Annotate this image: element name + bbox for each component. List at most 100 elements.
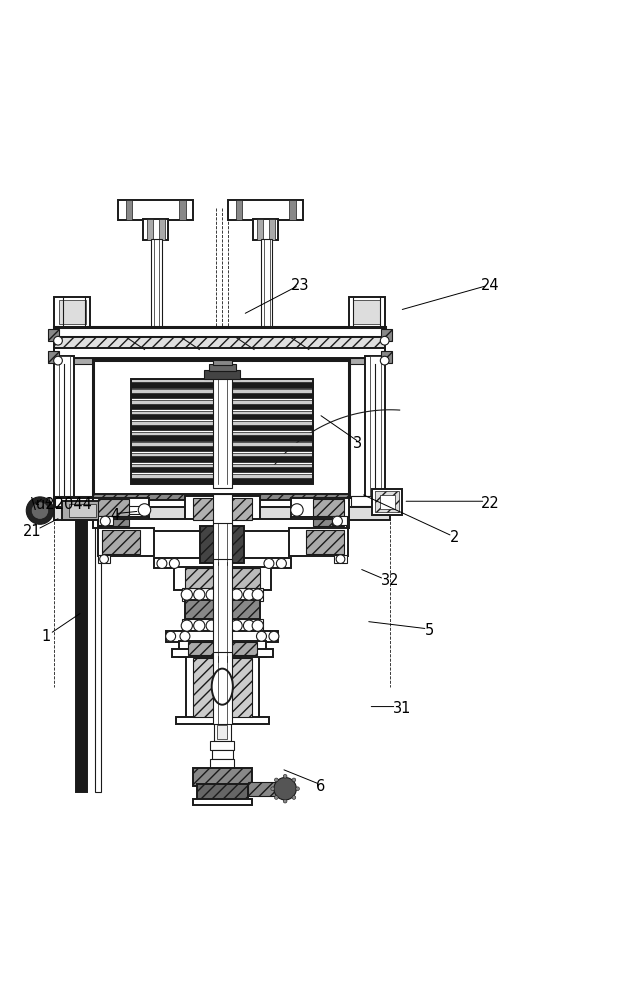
Bar	[65, 327, 82, 348]
Bar	[54, 327, 385, 337]
Bar	[131, 411, 312, 414]
Bar	[131, 464, 312, 467]
Bar	[212, 750, 233, 759]
Text: 32: 32	[381, 573, 399, 588]
Bar	[172, 649, 272, 657]
Text: 6: 6	[316, 779, 325, 794]
Bar	[381, 351, 392, 363]
Bar	[312, 519, 344, 526]
Bar	[131, 389, 312, 393]
Bar	[312, 499, 344, 516]
Bar	[211, 741, 234, 750]
Text: \u22044: \u22044	[31, 497, 92, 512]
Bar	[193, 768, 251, 786]
Bar	[211, 759, 234, 769]
Circle shape	[381, 336, 389, 345]
Text: 24: 24	[481, 278, 499, 293]
Bar	[193, 498, 251, 520]
Bar	[197, 784, 248, 800]
Circle shape	[274, 796, 278, 799]
Bar	[131, 421, 312, 425]
Bar	[131, 393, 312, 398]
Circle shape	[54, 336, 62, 345]
Bar	[289, 528, 348, 556]
Circle shape	[100, 555, 108, 563]
Bar	[94, 498, 149, 517]
Circle shape	[231, 589, 242, 600]
Bar	[269, 219, 275, 240]
Bar	[54, 358, 385, 364]
Bar	[131, 379, 312, 382]
Bar	[131, 425, 312, 430]
Bar	[185, 496, 259, 522]
Bar	[213, 376, 232, 488]
Bar	[353, 300, 381, 324]
Bar	[131, 432, 312, 435]
Bar	[131, 478, 312, 483]
Bar	[143, 219, 168, 240]
Circle shape	[231, 620, 242, 631]
Bar	[98, 499, 129, 516]
Bar	[94, 494, 349, 500]
Circle shape	[336, 555, 345, 563]
Bar	[94, 360, 349, 497]
Bar	[193, 658, 251, 717]
Bar	[131, 400, 312, 404]
Bar	[131, 474, 312, 478]
Bar	[131, 456, 312, 462]
Circle shape	[138, 504, 151, 516]
Circle shape	[206, 589, 217, 600]
Bar	[366, 356, 385, 500]
Bar	[131, 442, 312, 446]
Circle shape	[264, 558, 274, 568]
Bar	[98, 519, 129, 526]
Text: 22: 22	[481, 496, 499, 511]
Bar	[98, 555, 110, 563]
Text: 31: 31	[393, 701, 412, 716]
Bar	[204, 370, 241, 379]
Text: 23: 23	[291, 278, 309, 293]
Bar	[131, 446, 312, 451]
Circle shape	[332, 516, 342, 526]
Bar	[213, 652, 232, 724]
Text: $\swarrow$4: $\swarrow$4	[31, 495, 53, 507]
Text: 4: 4	[110, 508, 119, 523]
Circle shape	[181, 589, 192, 600]
Bar	[131, 467, 312, 472]
Bar	[131, 453, 312, 456]
Bar	[54, 497, 390, 508]
Bar	[261, 239, 272, 332]
Bar	[59, 300, 86, 324]
Bar	[48, 329, 59, 341]
Bar	[166, 631, 278, 642]
Circle shape	[243, 620, 254, 631]
Ellipse shape	[212, 669, 233, 705]
Bar	[69, 347, 79, 357]
Bar	[213, 494, 232, 525]
Bar	[182, 588, 262, 601]
Circle shape	[256, 631, 266, 641]
Bar	[118, 200, 193, 220]
Circle shape	[181, 620, 192, 631]
Text: 21: 21	[23, 524, 42, 539]
Bar	[201, 526, 244, 563]
Bar	[213, 596, 232, 621]
Bar	[101, 506, 144, 514]
Bar	[98, 519, 347, 531]
Circle shape	[296, 787, 299, 791]
Bar	[229, 200, 303, 220]
Circle shape	[243, 589, 254, 600]
Bar	[291, 498, 349, 517]
Text: 3: 3	[353, 436, 362, 452]
Circle shape	[31, 502, 49, 519]
Circle shape	[219, 620, 230, 631]
Circle shape	[271, 787, 274, 791]
Text: 1: 1	[42, 629, 51, 644]
Bar	[54, 348, 385, 358]
Bar	[48, 351, 59, 363]
Bar	[59, 356, 70, 500]
Bar	[131, 404, 312, 409]
Bar	[147, 219, 153, 240]
Bar	[291, 517, 349, 528]
Bar	[154, 558, 291, 568]
